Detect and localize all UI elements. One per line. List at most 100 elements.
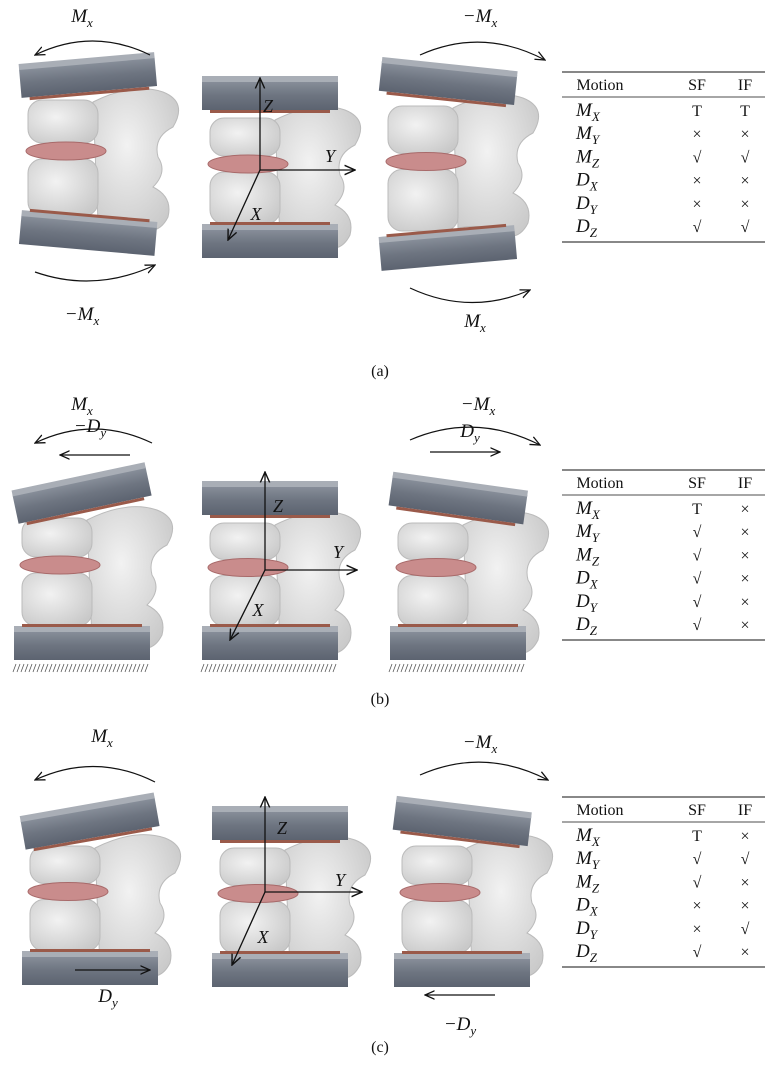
sub-text: Z [590,950,598,965]
table-header: IF [738,77,752,94]
sub-text: X [591,507,601,522]
ground-hatch [65,664,68,672]
sub-text: y [468,1023,476,1038]
ground-hatch [233,664,236,672]
ground-hatch [309,664,312,672]
ground-hatch [441,664,444,672]
ground-hatch [397,664,400,672]
table-cell: × [740,571,749,588]
vertebral-body [388,170,458,232]
plate-top [202,76,338,82]
table-header: SF [688,475,706,492]
ground-hatch [493,664,496,672]
ground-hatch [93,664,96,672]
ground-hatch [489,664,492,672]
table-cell: T [692,828,702,845]
plate [388,472,528,528]
ground-hatch [457,664,460,672]
table-cell: × [740,617,749,634]
main-text: D [575,591,590,612]
disc [208,559,288,577]
ground-hatch [521,664,524,672]
sub-text: y [472,430,480,445]
table-cell: × [740,594,749,611]
ground-hatch [113,664,116,672]
main-text: M [575,544,593,565]
disc [218,885,298,903]
plate-top [212,806,348,812]
vertebral-body [398,523,468,560]
ground-hatch [501,664,504,672]
ground-hatch [473,664,476,672]
vertebral-body [22,573,92,626]
sub-text: Z [590,623,598,638]
ground-hatch [57,664,60,672]
posterior-element [93,89,179,231]
plate-contact [30,949,150,952]
ground-hatch [13,664,16,672]
table-cell: × [740,547,749,564]
moment-arrow [35,265,155,281]
ground-hatch [213,664,216,672]
panel-caption: (b) [371,691,390,708]
main-text: M [575,146,593,167]
sub-text: y [110,995,118,1010]
ground-hatch [77,664,80,672]
plate-contact [220,840,340,843]
table-cell: DZ [575,941,598,965]
table-cell: T [692,103,702,120]
ground-hatch [129,664,132,672]
vertebral-body [402,901,472,954]
table-header: Motion [576,475,623,492]
load-label: −Dy [74,416,107,440]
sub-text: x [106,735,113,750]
main-text: M [70,394,88,415]
main-text: −M [461,394,491,415]
ground-hatch [445,664,448,672]
ground-hatch [317,664,320,672]
panel-caption: (c) [371,1039,389,1056]
ground-hatch [417,664,420,672]
sub-text: x [490,15,497,30]
main-text: −D [444,1014,471,1035]
load-label: Dy [459,421,480,445]
disc [386,153,466,171]
ground-hatch [505,664,508,672]
ground-hatch [17,664,20,672]
moment-arrow [410,288,530,303]
table-cell: DX [575,568,599,592]
main-text: −D [74,416,101,437]
ground-hatch [145,664,148,672]
ground-hatch [221,664,224,672]
ground-hatch [25,664,28,672]
main-text: M [575,498,593,519]
disc [26,142,106,160]
load-label: Mx [70,6,93,30]
table-cell: DX [575,895,599,919]
table-cell: MX [575,825,601,849]
ground-hatch [73,664,76,672]
ground-hatch [265,664,268,672]
sub-text: y [98,425,106,440]
moment-arrow [35,766,155,782]
sub-text: x [488,403,495,418]
sub-text: Z [592,155,600,170]
disc [28,883,108,901]
ground-hatch [89,664,92,672]
table-cell: × [740,524,749,541]
ground-hatch [477,664,480,672]
ground-hatch [245,664,248,672]
ground-hatch [261,664,264,672]
ground-hatch [405,664,408,672]
ground-hatch [517,664,520,672]
posterior-element [453,95,539,237]
sub-text: Y [590,202,599,217]
plate-body [212,957,348,987]
ground-hatch [289,664,292,672]
table-cell: MY [575,521,601,545]
ground-hatch [389,664,392,672]
ground-hatch [465,664,468,672]
ground-hatch [497,664,500,672]
ground-hatch [249,664,252,672]
plate-body [202,630,338,660]
